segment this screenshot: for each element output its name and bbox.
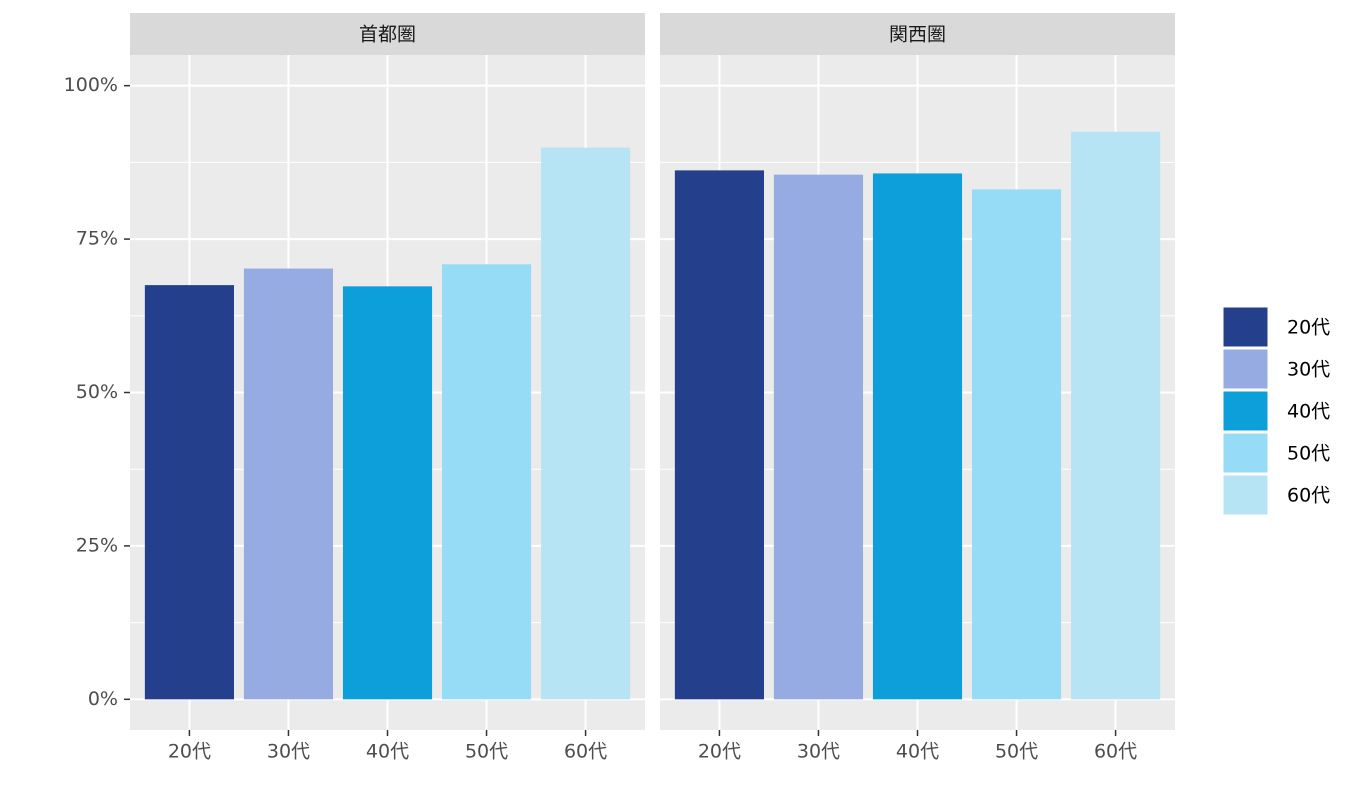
legend-key — [1222, 474, 1269, 516]
legend-label: 50代 — [1287, 443, 1330, 465]
x-tick-label: 20代 — [698, 741, 741, 763]
legend-label: 40代 — [1287, 401, 1330, 423]
legend-key — [1222, 390, 1269, 432]
strip-background — [660, 13, 1175, 55]
x-tick-label: 60代 — [1094, 741, 1137, 763]
x-tick-label: 40代 — [896, 741, 939, 763]
x-tick-label: 60代 — [564, 741, 607, 763]
legend-label: 30代 — [1287, 359, 1330, 381]
bar — [674, 170, 764, 700]
x-tick-label: 30代 — [797, 741, 840, 763]
x-tick-label: 50代 — [995, 741, 1038, 763]
y-tick-label: 75% — [76, 228, 118, 250]
bar — [971, 189, 1062, 700]
facet-title: 首都圏 — [359, 24, 416, 46]
bar — [773, 174, 864, 700]
x-tick-label: 30代 — [267, 741, 310, 763]
y-tick-label: 100% — [64, 74, 118, 96]
strip-background — [130, 13, 645, 55]
legend-label: 20代 — [1287, 317, 1330, 339]
x-tick-label: 40代 — [366, 741, 409, 763]
x-tick-label: 50代 — [465, 741, 508, 763]
bar — [342, 286, 433, 700]
bar — [243, 268, 334, 700]
bar — [872, 173, 963, 700]
legend-key — [1222, 432, 1269, 474]
y-tick-label: 50% — [76, 381, 118, 403]
bar — [144, 285, 234, 700]
x-tick-label: 20代 — [168, 741, 211, 763]
legend-key — [1222, 306, 1269, 348]
bar — [1071, 131, 1161, 700]
bar — [441, 264, 532, 700]
facet-title: 関西圏 — [889, 24, 946, 46]
bar — [541, 147, 631, 700]
y-tick-label: 25% — [76, 534, 118, 556]
y-tick-label: 0% — [88, 688, 118, 710]
legend-label: 60代 — [1287, 485, 1330, 507]
legend-key — [1222, 348, 1269, 390]
